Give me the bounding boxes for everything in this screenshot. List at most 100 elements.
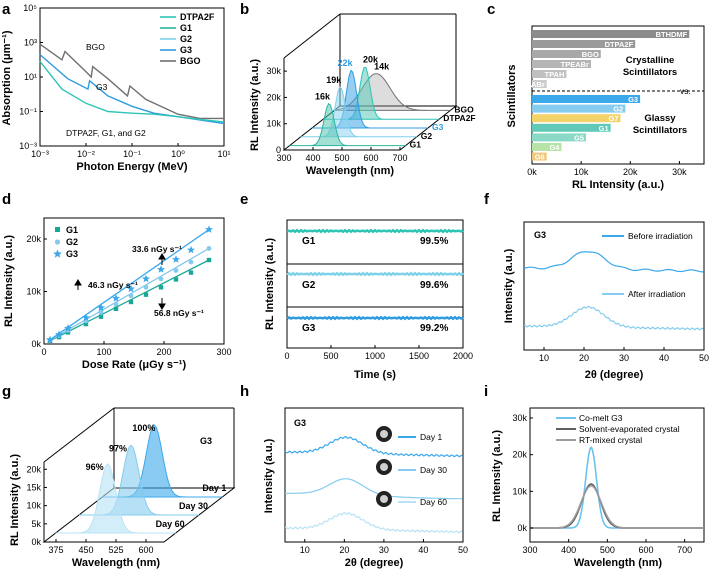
panel-c-group2a: Glassy (644, 113, 676, 124)
panel-g-ylabel: RL Intensity (a.u.) (9, 454, 21, 546)
panel-h-sample-icon-core-0 (380, 430, 388, 438)
panel-g-x-ticklabel-1: 450 (78, 545, 93, 555)
panel-b-y-ticklabel-2: 20k (266, 92, 281, 102)
panel-a-legend-2: G2 (180, 34, 192, 44)
panel-c-bar-BTHDMF (532, 30, 690, 38)
panel-g-ticks: 375 450 525 600 0k 5k 10k 15k 20k (26, 464, 153, 555)
panel-i-curve-2 (530, 485, 704, 529)
panel-d-x-ticklabel-0: 0 (41, 347, 46, 357)
panel-d-point-G2-11 (206, 246, 212, 251)
panel-g-x-ticklabel-0: 375 (48, 545, 63, 555)
panel-e-x-ticklabel-4: 2000 (453, 351, 473, 361)
panel-a-line-2 (39, 60, 225, 123)
panel-c-ylabel: Scintillators (506, 65, 518, 128)
panel-b-series-label-1: G2 (421, 131, 433, 141)
panel-b-x-ticklabel-4: 700 (392, 153, 407, 163)
panel-d-arrows (74, 253, 166, 310)
panel-e-g1-stab: 99.5% (420, 236, 448, 247)
panel-e-ticks: 0 500 1000 1500 2000 (284, 345, 473, 361)
panel-c-bar-G5 (532, 133, 587, 142)
panel-d-point-G2-8 (158, 276, 164, 282)
panel-g-xlabel: Wavelength (nm) (72, 557, 161, 569)
panel-d-point-G1-7 (143, 292, 149, 297)
panel-f-label: f (484, 191, 490, 208)
panel-b-x-ticklabel-1: 400 (305, 153, 320, 163)
panel-a-annot-bgo: BGO (86, 42, 105, 52)
panel-e-trace-G3 (286, 315, 464, 321)
panel-c-bar-label-G1: G1 (599, 124, 609, 133)
panel-e: e G1 99.5% G2 99.6% G3 99.2% 0 500 1000 150… (240, 191, 473, 381)
panel-c-group1b: Scintillators (623, 67, 677, 78)
panel-d-frame (43, 217, 225, 345)
panel-h-xlabel: 2θ (degree) (345, 557, 404, 569)
panel-b-xlabel: Wavelength (nm) (306, 165, 395, 177)
panel-c-bar-label-TPABr: TPABr (522, 80, 545, 89)
panel-d-point-G2-4 (98, 310, 104, 315)
panel-b-top-edge (283, 13, 341, 59)
panel-e-g2-stab: 99.6% (420, 280, 448, 291)
panel-d-y-ticklabel-0: 0k (31, 339, 41, 349)
panel-b-box (282, 13, 458, 151)
panel-d-legend-marker-2 (53, 249, 62, 258)
panel-f-x-ticklabel-3: 40 (659, 353, 669, 363)
panel-b-x-ticklabel-0: 300 (276, 153, 291, 163)
panel-i-y-ticklabel-1: 10k (512, 486, 527, 496)
panel-h-tag: G3 (294, 418, 306, 428)
panel-c-bar-G2 (532, 104, 626, 113)
panel-g-series-label-2: Day 60 (156, 519, 185, 529)
panel-e-label: e (240, 191, 248, 208)
panel-d-series (46, 225, 213, 344)
panel-h-ylabel: Intensity (a.u.) (263, 438, 275, 513)
panel-h-ticks: 10 20 30 40 50 (300, 539, 468, 555)
panel-i-y-ticklabel-2: 20k (512, 450, 527, 460)
panel-c-bar-TPAH (532, 70, 567, 78)
panel-f-series (523, 251, 704, 331)
panel-a-xlabel: Photon Energy (MeV) (76, 161, 188, 173)
panel-i-ylabel: RL Intensity (a.u.) (491, 430, 503, 522)
panel-d-point-G2-9 (173, 268, 179, 273)
panel-a-legend-0: DTPA2F (180, 12, 215, 22)
panel-d-point-G2-6 (128, 293, 134, 299)
panel-f-x-ticklabel-1: 20 (579, 353, 589, 363)
panel-g: g 100% Day 1 97% Day 30 96% Day 60 375 450 525 6… (2, 383, 236, 569)
panel-h-label: h (240, 383, 249, 400)
panel-d-point-G1-8 (158, 285, 164, 290)
panel-c-xlabel: RL Intensity (a.u.) (572, 179, 664, 191)
panel-c-bar-G6 (532, 152, 547, 161)
panel-a-label: a (2, 1, 11, 18)
panel-g-peak-label-1: 97% (109, 443, 127, 453)
panel-i-x-ticklabel-3: 600 (638, 545, 653, 555)
panel-e-x-ticklabel-1: 500 (323, 351, 338, 361)
panel-i-x-ticklabel-4: 700 (677, 545, 692, 555)
panel-h-frame (284, 407, 464, 543)
panel-d-point-G3-2 (64, 324, 72, 332)
panel-d-point-G3-6 (127, 284, 135, 293)
panel-c-group2b: Scintillators (633, 125, 687, 136)
panel-g-series-label-1: Day 30 (179, 501, 208, 511)
panel-g-y-ticklabel-1: 5k (31, 519, 41, 529)
panel-f-ticks: 10 20 30 40 50 (539, 347, 709, 363)
panel-d-annot-33: 33.6 nGy s⁻¹ (132, 244, 182, 254)
panel-b: b 14k BGO 20k DTPA2F 22k G3 19k G2 16k G1 300 400 5… (240, 1, 476, 177)
panel-g-series: 100% Day 1 97% Day 30 96% Day 60 (55, 423, 226, 534)
panel-d-legend-1: G2 (66, 237, 78, 247)
panel-d-annot-56: 56.8 nGy s⁻¹ (154, 308, 204, 318)
panel-d-fit-G3 (49, 229, 210, 341)
panel-a-x-ticklabel-2: 10⁻¹ (123, 149, 141, 159)
panel-h-legend-1: Day 30 (420, 465, 447, 475)
panel-e-ylabel: RL Intensity (a.u.) (264, 238, 276, 330)
panel-e-x-ticklabel-0: 0 (284, 351, 289, 361)
panel-d-x-ticklabel-1: 100 (96, 347, 111, 357)
panel-d-y-ticklabel-1: 10k (26, 287, 41, 297)
panel-c-bar-G1 (532, 123, 611, 132)
panel-e-g1: G1 (302, 236, 316, 247)
panel-h-legend: Day 1 Day 30 Day 60 (376, 426, 447, 507)
panel-i-x-ticklabel-0: 300 (522, 545, 537, 555)
panel-d-x-ticklabel-2: 200 (156, 347, 171, 357)
panel-b-series-label-4: BGO (454, 104, 474, 114)
panel-g-y-ticklabel-3: 15k (26, 482, 41, 492)
panel-d-legend-marker-0 (55, 227, 60, 232)
